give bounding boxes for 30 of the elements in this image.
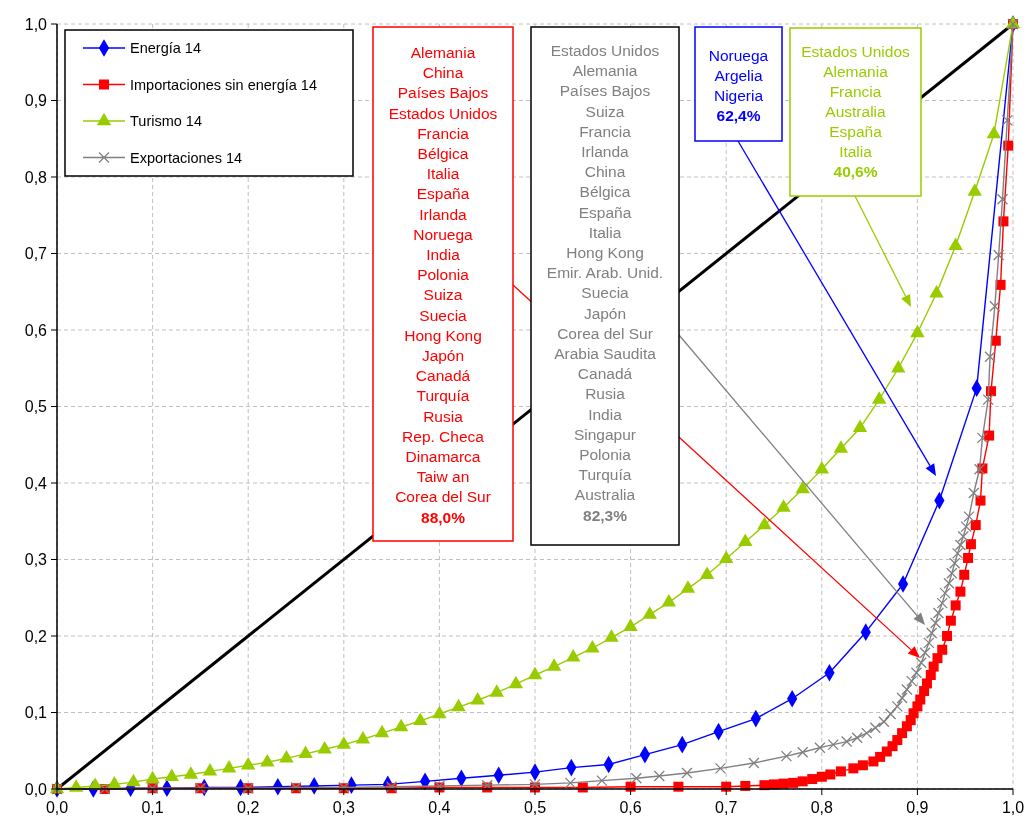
y-tick-label: 0,1 xyxy=(24,704,48,722)
x-tick-label: 0,1 xyxy=(141,799,164,816)
y-tick-label: 0,5 xyxy=(24,398,48,416)
y-tick-label: 0,8 xyxy=(24,168,48,186)
annotation: Estados Unidos Alemania Francia Australia España Italia 40,6% xyxy=(801,43,911,180)
legend-label: Turismo 14 xyxy=(130,113,202,130)
x-tick-label: 0,2 xyxy=(237,799,260,816)
legend-label: Energía 14 xyxy=(130,40,201,57)
x-tick-label: 0,5 xyxy=(523,799,547,816)
y-tick-label: 0,3 xyxy=(24,551,48,569)
y-tick-label: 1,0 xyxy=(24,15,48,33)
x-tick-label: 0,9 xyxy=(906,799,929,816)
x-tick-label: 0,0 xyxy=(45,799,69,816)
y-tick-label: 0,4 xyxy=(24,474,48,492)
text: Estados Unidos Alemania Países Bajos Suiza Francia Irlanda China Bélgica España Italia Hong Kong Emir. Arab. Unid. Suecia Japón Corea del Sur Arabia Saudita Canadá Rusia India Singapur Polonia Turquía Australia 82,3% xyxy=(546,42,664,524)
x-tick-label: 0,6 xyxy=(619,799,642,816)
y-tick-label: 0,0 xyxy=(24,780,48,798)
text: Alemania China Países Bajos Estados Unidos Francia Bélgica Italia España Irlanda Noruega India Polonia Suiza Suecia Hong Kong Japón Canadá Turquía Rusia Rep. Checa Dinamarca Taiw an Corea del Sur 88,0% xyxy=(388,44,498,526)
y-tick-label: 0,2 xyxy=(24,627,48,645)
y-tick-label: 0,7 xyxy=(24,245,48,263)
legend-label: Exportaciones 14 xyxy=(130,149,243,166)
y-tick-label: 0,6 xyxy=(24,321,48,339)
x-tick-label: 1,0 xyxy=(1001,799,1025,816)
annotation: Noruega Argelia Nigeria 62,4% xyxy=(708,47,769,124)
legend-label: Importaciones sin energía 14 xyxy=(130,76,317,93)
x-tick-label: 0,8 xyxy=(810,799,834,816)
y-tick-label: 0,9 xyxy=(24,92,48,110)
x-tick-label: 0,7 xyxy=(715,799,738,816)
x-tick-label: 0,4 xyxy=(428,799,451,816)
x-tick-label: 0,3 xyxy=(332,799,356,816)
